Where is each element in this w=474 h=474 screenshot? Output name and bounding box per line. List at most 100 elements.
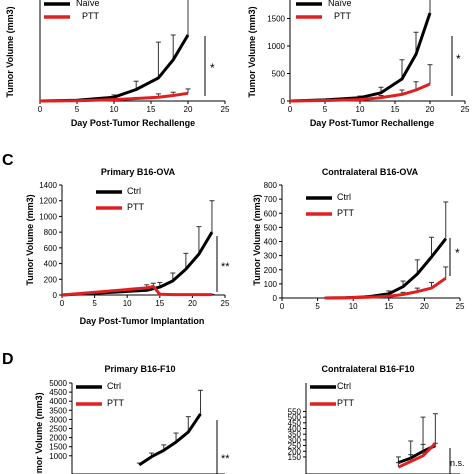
chart-b-legend-label-2: PTT bbox=[334, 11, 352, 21]
y-tick-label: 800 bbox=[264, 181, 278, 190]
chart-f-legend-label-1: Ctrl bbox=[337, 381, 351, 391]
series-line-ptt bbox=[39, 91, 189, 103]
series-line-na-ve bbox=[39, 34, 190, 103]
chart-c-marks: 0 5 10 15 20 25 0 200 400 600 800 1000 1200 1400 bbox=[39, 181, 230, 308]
x-tick-label: 15 bbox=[391, 105, 400, 114]
chart-c-legend-label-1: Ctrl bbox=[127, 186, 141, 196]
x-tick-label: 25 bbox=[221, 105, 230, 114]
panel-letter-c: C bbox=[2, 152, 14, 169]
x-tick-label: 10 bbox=[349, 302, 358, 311]
y-tick-label: 550 bbox=[288, 407, 302, 416]
chart-contralateral-b16-f10: Contralateral B16-F10 Ctrl PTT n.s. 1502… bbox=[288, 364, 465, 474]
chart-b-significance: * bbox=[456, 52, 461, 66]
chart-f-legend-label-2: PTT bbox=[337, 398, 355, 408]
x-tick-label: 5 bbox=[75, 105, 80, 114]
x-tick-label: 5 bbox=[323, 105, 328, 114]
chart-b-legend-label-1: Naïve bbox=[328, 0, 352, 8]
chart-primary-b16-ova: Primary B16-OVA Tumor Volume (mm3) Day P… bbox=[25, 167, 230, 326]
chart-c-legend-label-2: PTT bbox=[127, 202, 145, 212]
series-line-ptt bbox=[324, 276, 447, 300]
chart-contralateral-b16-ova: Contralateral B16-OVA Tumor Volume (mm3)… bbox=[252, 167, 465, 311]
y-tick-label: 300 bbox=[288, 436, 302, 445]
y-tick-label: 4500 bbox=[49, 388, 67, 397]
chart-primary-b16-f10: Primary B16-F10 Tumor Volume (mm3) Ctrl … bbox=[34, 364, 230, 474]
x-tick-label: 0 bbox=[38, 105, 43, 114]
chart-f-significance: n.s. bbox=[450, 458, 465, 468]
x-tick-label: 0 bbox=[60, 299, 65, 308]
chart-e-y-axis-label: Tumor Volume (mm3) bbox=[34, 392, 44, 474]
chart-a-marks: 0 5 10 15 20 25 bbox=[38, 0, 230, 114]
y-tick-label: 350 bbox=[288, 430, 302, 439]
y-tick-label: 2000 bbox=[49, 434, 67, 443]
x-tick-label: 0 bbox=[288, 105, 293, 114]
y-tick-label: 600 bbox=[44, 244, 58, 253]
chart-b-x-axis-label: Day Post-Tumor Rechallenge bbox=[310, 118, 434, 128]
chart-top-left: Tumor Volume (mm3) Day Post-Tumor Rechal… bbox=[5, 0, 230, 128]
chart-a-significance: * bbox=[210, 61, 215, 75]
y-tick-label: 200 bbox=[264, 266, 278, 275]
chart-a-x-axis-label: Day Post-Tumor Rechallenge bbox=[71, 118, 195, 128]
y-tick-label: 0 bbox=[281, 97, 286, 106]
x-tick-label: 5 bbox=[315, 302, 320, 311]
y-tick-label: 3500 bbox=[49, 406, 67, 415]
x-tick-label: 5 bbox=[92, 299, 97, 308]
chart-d-significance: * bbox=[455, 246, 460, 260]
x-tick-label: 25 bbox=[221, 299, 230, 308]
y-tick-label: 400 bbox=[44, 260, 58, 269]
chart-f-title: Contralateral B16-F10 bbox=[321, 364, 414, 374]
y-tick-label: 200 bbox=[288, 447, 302, 456]
y-tick-label: 800 bbox=[44, 228, 58, 237]
y-tick-label: 200 bbox=[44, 275, 58, 284]
y-tick-label: 500 bbox=[288, 413, 302, 422]
x-tick-label: 10 bbox=[110, 105, 119, 114]
y-tick-label: 500 bbox=[264, 223, 278, 232]
chart-d-title: Contralateral B16-OVA bbox=[322, 167, 419, 177]
chart-e-legend-label-2: PTT bbox=[107, 398, 125, 408]
x-tick-label: 10 bbox=[356, 105, 365, 114]
x-tick-label: 20 bbox=[188, 299, 197, 308]
y-tick-label: 600 bbox=[264, 209, 278, 218]
series-line-ptt bbox=[397, 442, 437, 469]
chart-e-significance: ** bbox=[221, 453, 230, 465]
y-tick-label: 0 bbox=[53, 291, 58, 300]
y-tick-label: 400 bbox=[264, 238, 278, 247]
y-tick-label: 400 bbox=[288, 425, 302, 434]
chart-d-y-axis-label: Tumor Volume (mm3) bbox=[252, 194, 262, 285]
chart-d-marks: 0 5 10 15 20 25 0 100 200 300 400 500 600 700 800 bbox=[264, 181, 465, 311]
y-tick-label: 1000 bbox=[49, 452, 67, 461]
chart-d-legend-label-1: Ctrl bbox=[337, 192, 351, 202]
y-tick-label: 300 bbox=[264, 252, 278, 261]
series-line-ctrl bbox=[61, 231, 214, 297]
series-line-ctrl bbox=[138, 413, 202, 467]
y-tick-label: 1400 bbox=[39, 181, 57, 190]
chart-e-legend-label-1: Ctrl bbox=[107, 381, 121, 391]
chart-c-title: Primary B16-OVA bbox=[101, 167, 176, 177]
series-line-ptt bbox=[61, 284, 212, 297]
y-tick-label: 3000 bbox=[49, 415, 67, 424]
y-tick-label: 500 bbox=[272, 70, 286, 79]
y-tick-label: 1500 bbox=[267, 15, 285, 24]
x-tick-label: 15 bbox=[147, 105, 156, 114]
chart-e-title: Primary B16-F10 bbox=[104, 364, 175, 374]
y-tick-label: 1200 bbox=[39, 197, 57, 206]
y-tick-label: 1000 bbox=[39, 212, 57, 221]
x-tick-label: 20 bbox=[426, 105, 435, 114]
x-tick-label: 20 bbox=[184, 105, 193, 114]
x-tick-label: 0 bbox=[280, 302, 285, 311]
chart-c-y-axis-label: Tumor Volume (mm3) bbox=[25, 194, 35, 285]
chart-b-marks: 0 5 10 15 20 25 0 500 1000 1500 bbox=[267, 0, 470, 114]
chart-b-y-axis-label: Tumor Volume (mm3) bbox=[247, 6, 257, 97]
y-tick-label: 1000 bbox=[267, 42, 285, 51]
chart-d-legend-label-2: PTT bbox=[337, 208, 355, 218]
series-line-ptt bbox=[289, 82, 431, 103]
y-tick-label: 1500 bbox=[49, 443, 67, 452]
x-tick-label: 25 bbox=[456, 302, 465, 311]
x-tick-label: 10 bbox=[123, 299, 132, 308]
y-tick-label: 4000 bbox=[49, 397, 67, 406]
chart-a-y-axis-label: Tumor Volume (mm3) bbox=[5, 6, 15, 97]
y-tick-label: 150 bbox=[288, 453, 302, 462]
y-tick-label: 700 bbox=[264, 195, 278, 204]
chart-a-legend-label-2: PTT bbox=[82, 11, 100, 21]
